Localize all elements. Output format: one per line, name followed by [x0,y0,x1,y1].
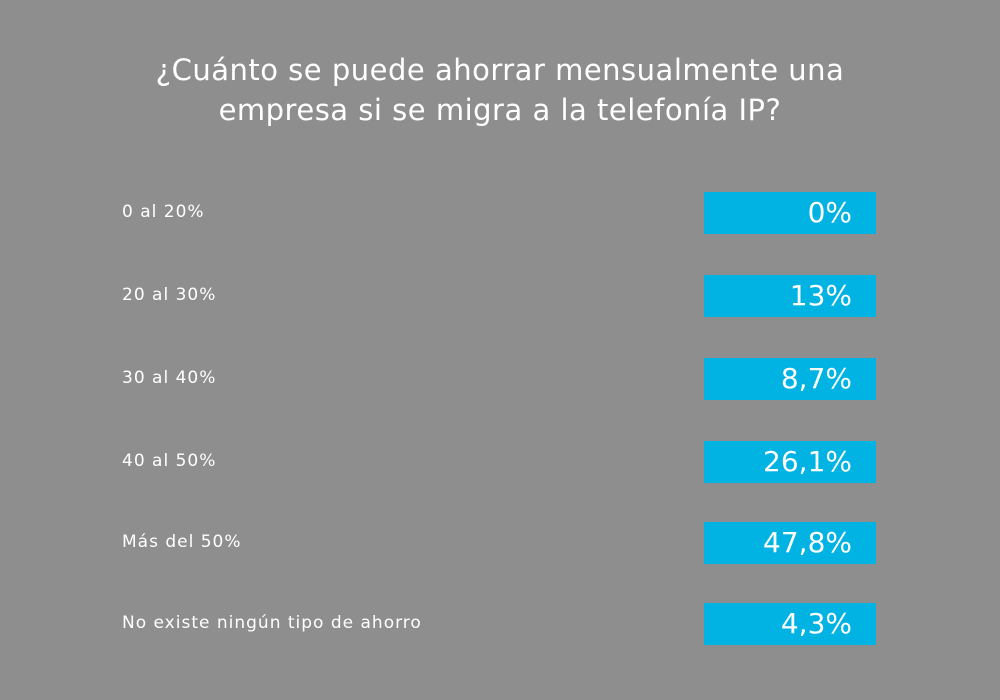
value-label: 13% [789,279,852,312]
data-row: 40 al 50% 26,1% [0,441,1000,483]
title-line-1: ¿Cuánto se puede ahorrar mensualmente un… [155,53,845,87]
value-box: 26,1% [704,441,876,483]
data-row: No existe ningún tipo de ahorro 4,3% [0,603,1000,645]
chart-title: ¿Cuánto se puede ahorrar mensualmente un… [0,50,1000,130]
title-line-2: empresa si se migra a la telefonía IP? [218,93,782,127]
value-label: 8,7% [780,362,852,395]
value-box: 4,3% [704,603,876,645]
data-row: 30 al 40% 8,7% [0,358,1000,400]
category-label: 0 al 20% [122,202,205,222]
category-label: 20 al 30% [122,285,217,305]
value-box: 47,8% [704,522,876,564]
value-box: 8,7% [704,358,876,400]
value-box: 13% [704,275,876,317]
data-row: 0 al 20% 0% [0,192,1000,234]
category-label: Más del 50% [122,532,242,552]
category-label: 30 al 40% [122,368,217,388]
value-label: 4,3% [780,607,852,640]
value-box: 0% [704,192,876,234]
data-row: Más del 50% 47,8% [0,522,1000,564]
category-label: 40 al 50% [122,451,217,471]
data-row: 20 al 30% 13% [0,275,1000,317]
value-label: 26,1% [763,445,852,478]
value-label: 47,8% [763,526,852,559]
category-label: No existe ningún tipo de ahorro [122,613,422,633]
value-label: 0% [807,196,852,229]
